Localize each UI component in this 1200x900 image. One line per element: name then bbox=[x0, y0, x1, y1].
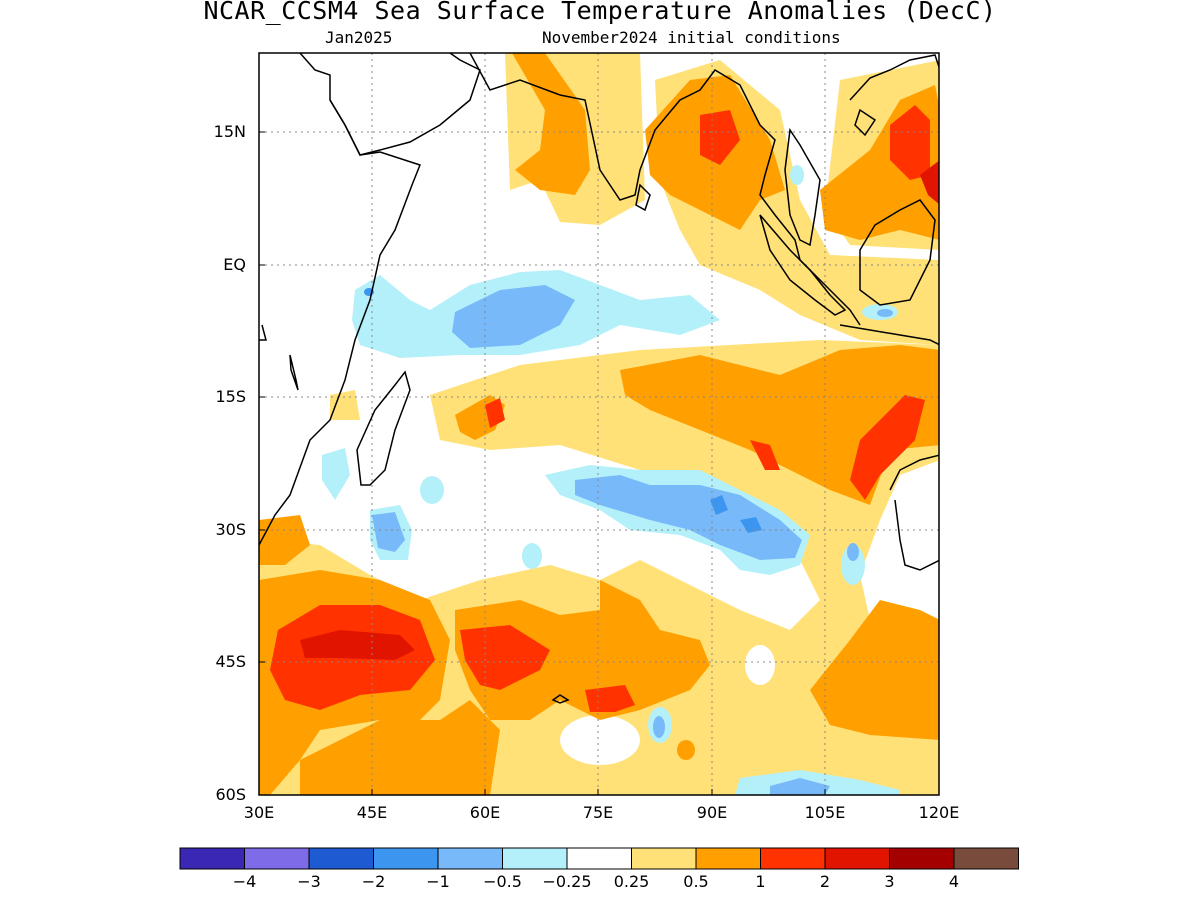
colorbar-label: 3 bbox=[884, 872, 895, 891]
colorbar-swatch bbox=[889, 847, 955, 870]
lon-label: 105E bbox=[804, 803, 846, 822]
sri-lanka-coast bbox=[635, 183, 651, 212]
gulf-of-thailand-coast bbox=[854, 108, 877, 137]
colorbar bbox=[179, 847, 1019, 870]
colorbar-label: −2 bbox=[361, 872, 386, 891]
colorbar-label: −3 bbox=[297, 872, 321, 891]
colorbar-swatch bbox=[502, 847, 568, 870]
colorbar-swatch bbox=[373, 847, 439, 870]
lat-label: 15N bbox=[213, 122, 246, 141]
initial-conditions: November2024 initial conditions bbox=[542, 28, 841, 47]
colorbar-label: 2 bbox=[819, 872, 831, 891]
lat-label: 45S bbox=[215, 652, 246, 671]
lat-label: 15S bbox=[215, 387, 246, 406]
lon-label: 120E bbox=[918, 803, 960, 822]
madagascar-coast bbox=[356, 370, 411, 486]
arabian-peninsula-coast bbox=[299, 53, 481, 156]
java-coast bbox=[839, 324, 939, 346]
australia-nw-coast bbox=[889, 454, 939, 491]
colorbar-swatch bbox=[631, 847, 697, 870]
sumatra-coast bbox=[759, 214, 847, 316]
map-title: NCAR_CCSM4 Sea Surface Temperature Anoma… bbox=[203, 0, 997, 25]
colorbar-swatch bbox=[824, 847, 890, 870]
anomaly-neg-0.5-1-regions bbox=[372, 285, 893, 795]
africa-horn-island bbox=[259, 324, 267, 341]
colorbar-swatch bbox=[244, 847, 310, 870]
colorbar-label: −4 bbox=[232, 872, 257, 891]
colorbar-label: −1 bbox=[426, 872, 450, 891]
lat-label: 60S bbox=[215, 785, 246, 804]
somalia-island bbox=[289, 354, 299, 391]
colorbar-swatch bbox=[308, 847, 374, 870]
anomaly-field bbox=[259, 53, 939, 795]
colorbar-label: 1 bbox=[755, 872, 766, 891]
indochina-coast bbox=[849, 54, 939, 101]
colorbar-swatch bbox=[566, 847, 632, 870]
lat-label: 30S bbox=[215, 520, 246, 539]
anomaly-2-3-regions bbox=[300, 160, 939, 660]
colorbar-label: 4 bbox=[948, 872, 960, 891]
colorbar-swatch bbox=[179, 847, 245, 870]
colorbar-label: −0.25 bbox=[542, 872, 592, 891]
map-grid bbox=[259, 53, 939, 795]
australia-w-coast bbox=[894, 499, 939, 571]
lon-label: 45E bbox=[356, 803, 388, 822]
coastlines bbox=[259, 53, 939, 704]
axis-ticks bbox=[259, 131, 826, 795]
africa-east-coast bbox=[259, 99, 421, 546]
colorbar-label: 0.25 bbox=[613, 872, 650, 891]
borneo-coast bbox=[859, 199, 936, 306]
plot-frame bbox=[258, 52, 940, 796]
lat-label: EQ bbox=[223, 255, 246, 274]
colorbar-label: 0.5 bbox=[683, 872, 709, 891]
anomaly-neg-1-2-regions bbox=[364, 288, 762, 533]
lon-label: 90E bbox=[696, 803, 728, 822]
colorbar-swatch bbox=[695, 847, 761, 870]
lon-label: 75E bbox=[582, 803, 614, 822]
malay-peninsula-coast bbox=[784, 127, 821, 247]
forecast-month: Jan2025 bbox=[325, 28, 393, 47]
colorbar-swatch bbox=[953, 847, 1019, 870]
lon-label: 60E bbox=[469, 803, 501, 822]
colorbar-swatch bbox=[760, 847, 826, 870]
kerguelen-island bbox=[551, 694, 570, 704]
colorbar-swatch bbox=[437, 847, 503, 870]
lon-label: 30E bbox=[243, 803, 275, 822]
colorbar-label: −0.5 bbox=[483, 872, 522, 891]
